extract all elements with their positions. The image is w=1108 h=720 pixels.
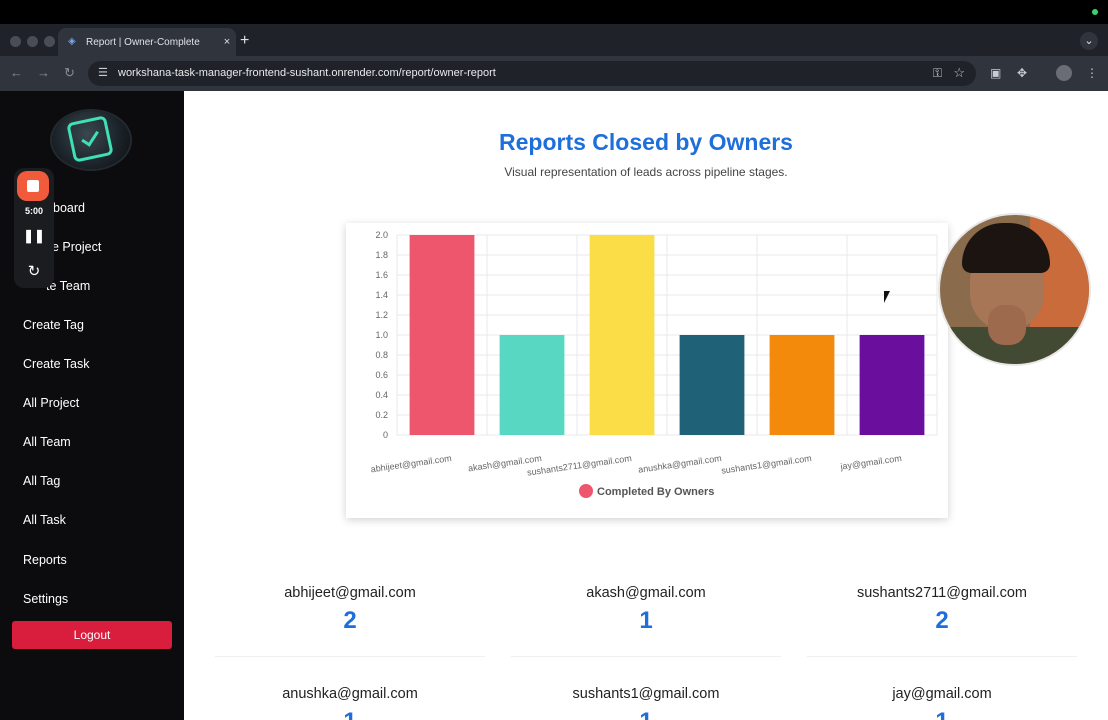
tab-title: Report | Owner-Complete	[86, 36, 200, 48]
window-close-button[interactable]	[10, 36, 21, 47]
main-content: Reports Closed by Owners Visual represen…	[184, 91, 1108, 720]
y-tick-label: 1.2	[375, 310, 388, 320]
app-logo[interactable]	[52, 111, 130, 169]
chart-bar	[409, 235, 475, 435]
chart-bar	[769, 335, 835, 435]
owner-email: abhijeet@gmail.com	[284, 585, 416, 601]
logout-button[interactable]: Logout	[12, 621, 172, 649]
password-key-icon[interactable]: ⚿	[932, 66, 942, 80]
restart-icon[interactable]: ↻	[27, 263, 41, 280]
reload-icon[interactable]: ↻	[64, 65, 75, 80]
sidebar-item-all-team[interactable]: All Team	[23, 435, 71, 449]
sidebar-item-all-task[interactable]: All Task	[23, 513, 66, 527]
os-top-bar	[0, 0, 1108, 24]
stat-divider	[215, 656, 485, 657]
owner-count: 1	[511, 708, 781, 720]
owner-count: 2	[343, 607, 357, 634]
screen-recorder-widget: 5:00 ❚❚ ↻	[14, 168, 54, 288]
y-tick-label: 1.0	[375, 330, 388, 340]
x-tick-label: abhijeet@gmail.com	[370, 453, 452, 474]
recording-timer: 5:00	[24, 206, 43, 216]
owner-stat-card: sushants2711@gmail.com 2	[807, 585, 1077, 635]
owner-count: 1	[215, 708, 485, 720]
y-tick-label: 0.2	[375, 410, 388, 420]
sidebar: board e Project te Team Create Tag Creat…	[0, 91, 184, 720]
browser-menu-icon[interactable]: ⋮	[1086, 66, 1098, 80]
webcam-hand	[988, 305, 1026, 345]
y-tick-label: 1.4	[375, 290, 388, 300]
back-arrow-icon[interactable]: ←	[10, 65, 23, 80]
y-tick-label: 2.0	[375, 230, 388, 240]
page-favicon-icon: ◈	[68, 36, 76, 47]
y-tick-label: 1.6	[375, 270, 388, 280]
owner-stat-card: anushka@gmail.com 1	[215, 686, 485, 720]
browser-toolbar: ← → ↻ ☰ workshana-task-manager-frontend-…	[0, 56, 1108, 91]
stat-divider	[511, 656, 781, 657]
sidebar-item-settings[interactable]: Settings	[23, 592, 69, 606]
tab-search-chevron-icon[interactable]: ⌄	[1080, 32, 1098, 50]
legend-label: Completed By Owners	[597, 486, 714, 498]
chart-bar	[679, 335, 745, 435]
window-minimize-button[interactable]	[27, 36, 38, 47]
extension-icon[interactable]: ▣	[990, 66, 1002, 80]
sidebar-item-create-task[interactable]: Create Task	[23, 357, 90, 371]
sidebar-item-create-tag[interactable]: Create Tag	[23, 318, 84, 332]
chart-card: 0 0.2 0.4 0.6 0.8 1.0 1.2 1.4 1.6 1.8 2.0 abhijeet@…	[346, 223, 948, 518]
y-tick-label: 1.8	[375, 250, 388, 260]
owner-email: anushka@gmail.com	[282, 686, 418, 702]
owner-stat-card: abhijeet@gmail.com 2	[215, 585, 485, 635]
forward-arrow-icon[interactable]: →	[37, 65, 50, 80]
sidebar-item-all-project[interactable]: All Project	[23, 396, 80, 410]
owner-email: sushants1@gmail.com	[572, 686, 720, 702]
browser-tab-strip: ◈ Report | Owner-Complete × + ⌄	[0, 24, 1108, 56]
owner-count: 1	[807, 708, 1077, 720]
y-tick-label: 0.8	[375, 350, 388, 360]
url-text[interactable]: workshana-task-manager-frontend-sushant.…	[118, 67, 496, 79]
bookmark-star-icon[interactable]: ☆	[953, 65, 965, 80]
sidebar-item-dashboard[interactable]: board	[53, 201, 85, 215]
pause-icon[interactable]: ❚❚	[23, 228, 45, 243]
browser-tab-active[interactable]: ◈ Report | Owner-Complete ×	[58, 28, 236, 56]
legend-swatch	[579, 484, 593, 498]
profile-avatar[interactable]	[1056, 65, 1072, 81]
owner-count: 1	[639, 607, 653, 634]
stop-recording-button[interactable]	[17, 171, 49, 201]
sidebar-item-create-team[interactable]: te Team	[46, 279, 91, 293]
owner-email: akash@gmail.com	[586, 585, 706, 601]
owner-stat-card: jay@gmail.com 1	[807, 686, 1077, 720]
sidebar-item-create-project[interactable]: e Project	[52, 240, 102, 254]
page-title: Reports Closed by Owners	[499, 129, 793, 155]
address-bar[interactable]: ☰ workshana-task-manager-frontend-sushan…	[88, 61, 976, 86]
page-subtitle: Visual representation of leads across pi…	[504, 165, 788, 179]
sidebar-item-reports[interactable]: Reports	[23, 553, 67, 567]
tab-close-icon[interactable]: ×	[223, 36, 231, 48]
clipboard-check-icon	[66, 115, 114, 163]
chart-bar	[499, 335, 565, 435]
owner-email: jay@gmail.com	[892, 686, 992, 702]
webcam-overlay	[938, 213, 1091, 366]
y-tick-label: 0.6	[375, 370, 388, 380]
sidebar-item-all-tag[interactable]: All Tag	[23, 474, 61, 488]
y-tick-label: 0	[383, 430, 388, 440]
site-settings-icon[interactable]: ☰	[98, 67, 108, 79]
x-tick-label: jay@gmail.com	[839, 453, 902, 472]
stat-divider	[807, 656, 1077, 657]
owner-stat-card: akash@gmail.com 1	[511, 585, 781, 635]
window-maximize-button[interactable]	[44, 36, 55, 47]
recording-indicator-dot	[1092, 9, 1098, 15]
x-tick-label: sushants1@gmail.com	[721, 453, 813, 476]
owner-stat-card: sushants1@gmail.com 1	[511, 686, 781, 720]
chart-bar	[589, 235, 655, 435]
x-tick-label: anushka@gmail.com	[638, 453, 723, 475]
owner-email: sushants2711@gmail.com	[856, 585, 1027, 601]
y-tick-label: 0.4	[375, 390, 388, 400]
mouse-cursor-icon	[884, 291, 890, 303]
owner-count: 2	[935, 607, 949, 634]
chart-bar	[859, 335, 925, 435]
x-tick-label: sushants2711@gmail.com	[526, 453, 632, 478]
new-tab-button[interactable]: +	[240, 32, 250, 49]
extensions-puzzle-icon[interactable]: ✥	[1017, 66, 1028, 80]
bar-chart: 0 0.2 0.4 0.6 0.8 1.0 1.2 1.4 1.6 1.8 2.0 abhijeet@…	[370, 230, 938, 498]
